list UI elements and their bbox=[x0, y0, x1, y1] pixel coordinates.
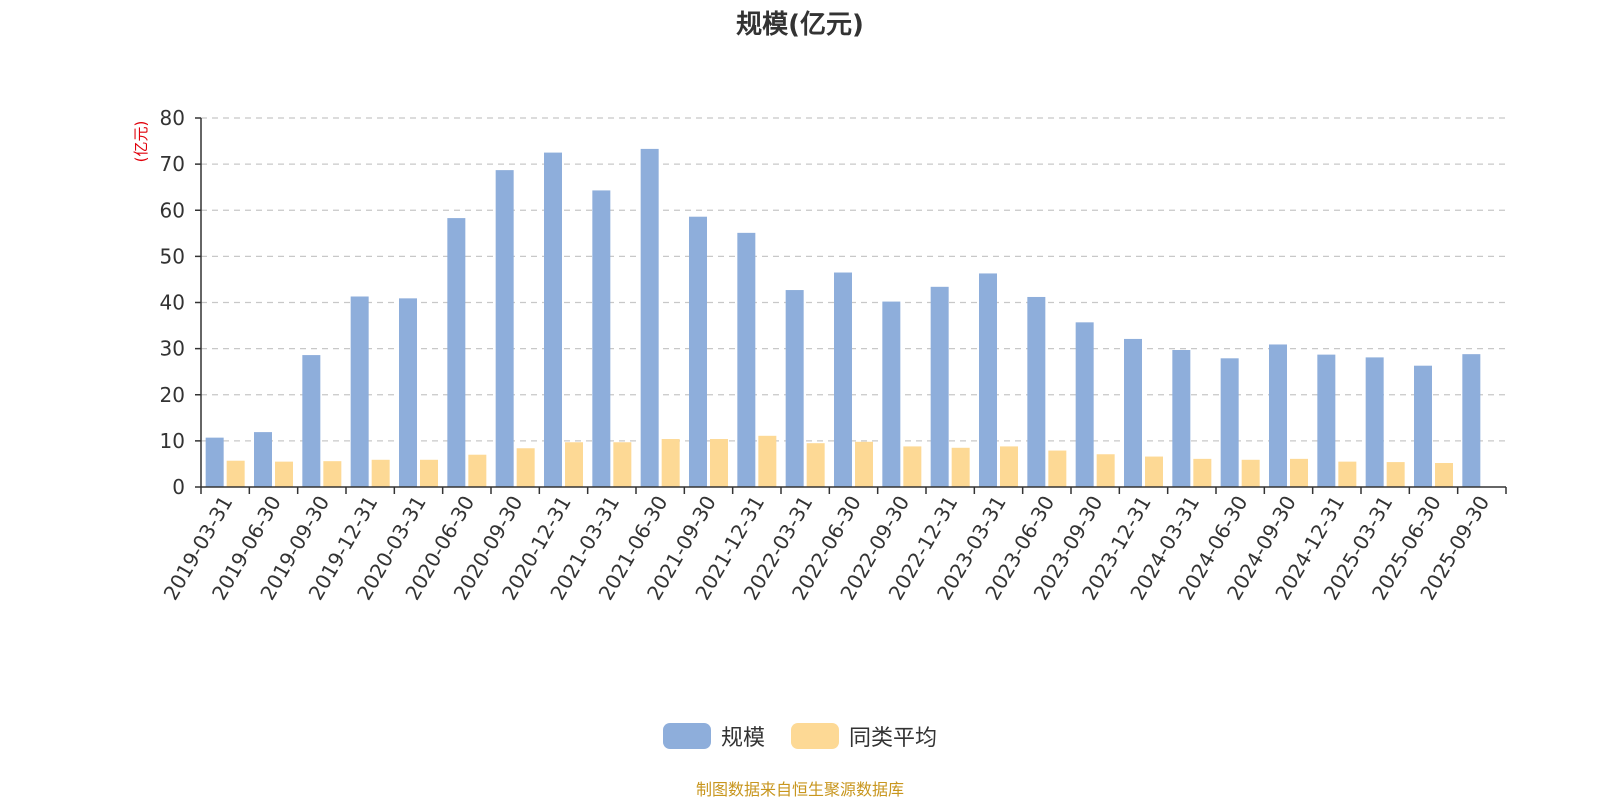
bar-peer-average bbox=[1241, 459, 1260, 487]
bar-scale bbox=[592, 190, 611, 487]
bar-scale bbox=[834, 272, 852, 487]
bar-peer-average bbox=[806, 443, 825, 487]
bar-scale bbox=[254, 432, 272, 487]
data-source-note: 制图数据来自恒生聚源数据库 bbox=[695, 780, 904, 799]
bar-scale bbox=[930, 286, 949, 487]
bar-peer-average bbox=[758, 435, 777, 487]
bar-scale bbox=[979, 273, 997, 487]
bar-scale bbox=[302, 355, 321, 487]
bar-scale bbox=[1124, 338, 1142, 487]
bar-scale bbox=[1317, 354, 1336, 487]
bar-peer-average bbox=[613, 442, 632, 487]
bar-peer-average bbox=[468, 454, 487, 487]
chart-title: 规模(亿元) bbox=[736, 10, 864, 40]
y-tick-label: 30 bbox=[160, 337, 185, 361]
legend-label-scale: 规模 bbox=[720, 726, 765, 751]
bar-peer-average bbox=[855, 441, 873, 487]
y-tick-label: 60 bbox=[160, 198, 185, 222]
bar-scale bbox=[1172, 350, 1191, 487]
bar-peer-average bbox=[226, 460, 245, 487]
bar-scale bbox=[1075, 322, 1094, 487]
bar-scale bbox=[1365, 357, 1384, 487]
y-tick-label: 70 bbox=[160, 152, 185, 176]
bar-peer-average bbox=[903, 446, 922, 487]
bar-peer-average bbox=[1193, 458, 1212, 487]
y-tick-label: 40 bbox=[160, 291, 185, 315]
bar-scale bbox=[447, 218, 466, 487]
legend-label-peer-average: 同类平均 bbox=[849, 726, 938, 751]
bar-peer-average bbox=[565, 442, 583, 487]
bar-scale bbox=[1462, 354, 1481, 487]
bar-scale bbox=[399, 298, 417, 487]
bar-peer-average bbox=[1048, 450, 1067, 487]
bar-peer-average bbox=[710, 439, 728, 487]
bar-scale bbox=[1414, 365, 1432, 487]
legend: 规模 同类平均 bbox=[0, 720, 1600, 752]
bar-chart: 01020304050607080(亿元)2019-03-312019-06-3… bbox=[132, 106, 1507, 604]
bar-scale bbox=[882, 301, 901, 487]
legend-swatch-scale bbox=[662, 723, 711, 749]
y-tick-label: 80 bbox=[160, 106, 185, 130]
bar-scale bbox=[350, 296, 369, 487]
bar-scale bbox=[689, 216, 707, 487]
y-tick-label: 0 bbox=[172, 475, 185, 499]
y-tick-label: 10 bbox=[160, 429, 185, 453]
legend-item-scale[interactable]: 规模 bbox=[662, 720, 765, 752]
bar-peer-average bbox=[1435, 463, 1453, 487]
bar-scale bbox=[1220, 358, 1239, 487]
bar-peer-average bbox=[420, 459, 438, 487]
bar-peer-average bbox=[1096, 454, 1115, 487]
bar-peer-average bbox=[516, 448, 535, 487]
y-tick-label: 20 bbox=[160, 383, 185, 407]
bar-peer-average bbox=[1145, 456, 1163, 487]
bar-peer-average bbox=[1386, 462, 1405, 487]
bar-scale bbox=[1027, 296, 1046, 487]
y-axis-label: (亿元) bbox=[132, 121, 150, 163]
bar-scale bbox=[1269, 344, 1287, 487]
bar-peer-average bbox=[1338, 461, 1357, 487]
y-tick-label: 50 bbox=[160, 244, 185, 268]
bar-scale bbox=[737, 232, 756, 487]
bar-peer-average bbox=[1290, 458, 1308, 487]
bar-scale bbox=[544, 152, 562, 487]
bar-peer-average bbox=[275, 461, 293, 487]
bar-scale bbox=[640, 148, 659, 487]
bar-scale bbox=[785, 290, 804, 487]
bar-peer-average bbox=[1000, 446, 1018, 487]
bar-peer-average bbox=[371, 459, 390, 487]
bar-peer-average bbox=[661, 439, 680, 487]
bar-peer-average bbox=[951, 447, 970, 487]
legend-swatch-peer-average bbox=[791, 723, 839, 749]
bar-peer-average bbox=[323, 461, 342, 487]
legend-item-peer-average[interactable]: 同类平均 bbox=[791, 720, 937, 752]
bar-scale bbox=[205, 437, 224, 487]
bar-scale bbox=[495, 170, 514, 487]
